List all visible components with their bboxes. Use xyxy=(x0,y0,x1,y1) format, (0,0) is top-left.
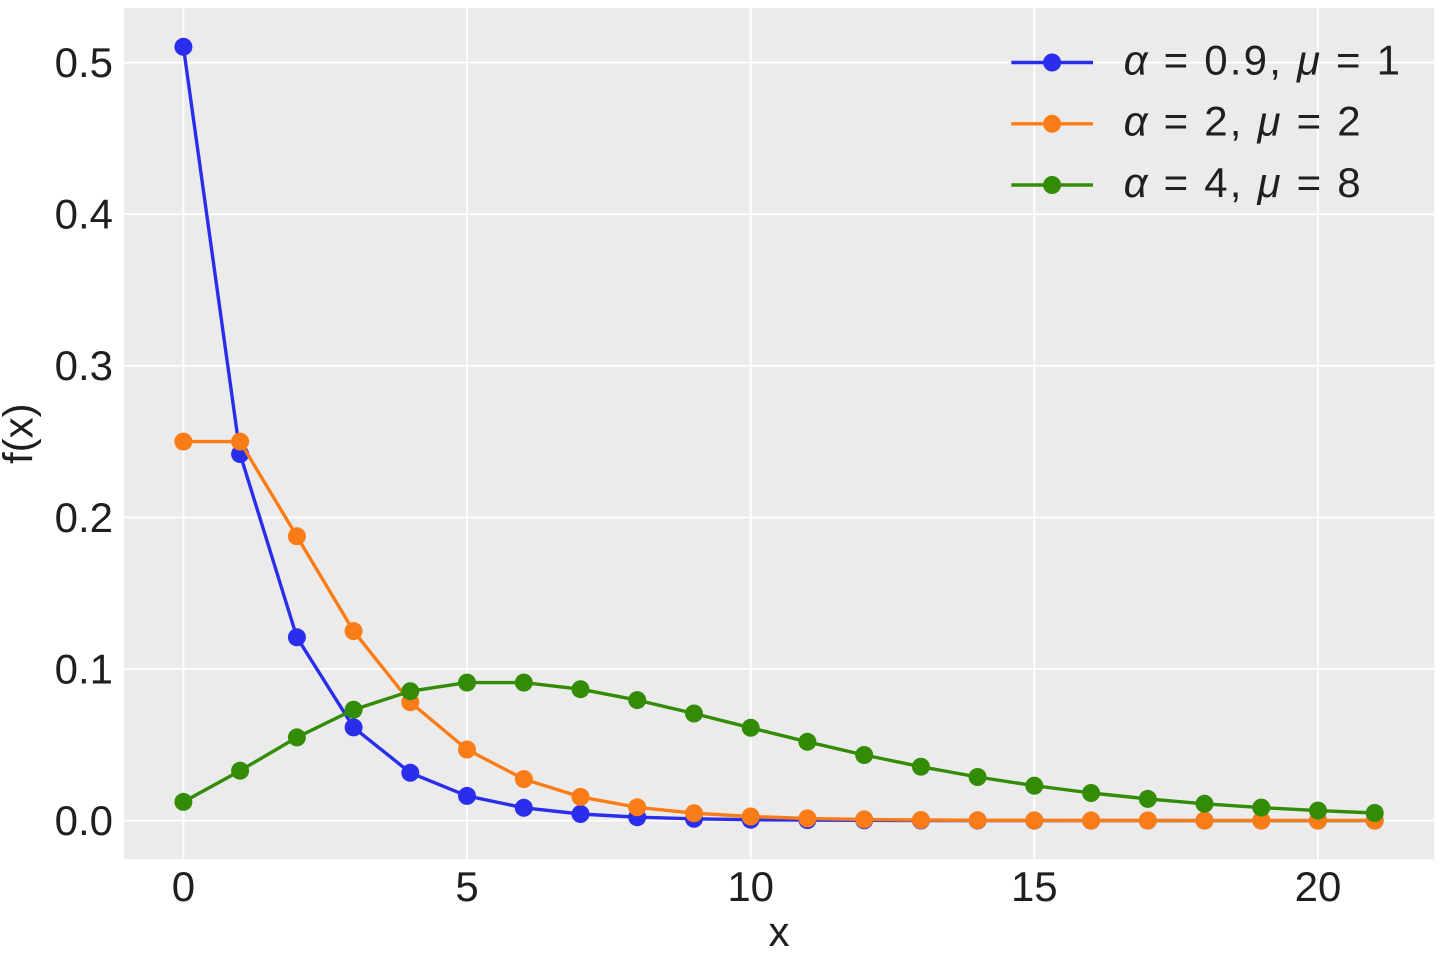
svg-text:5: 5 xyxy=(455,863,478,910)
svg-text:0.3: 0.3 xyxy=(55,342,113,389)
svg-text:0: 0 xyxy=(172,863,195,910)
svg-text:0.2: 0.2 xyxy=(55,494,113,541)
svg-text:0.4: 0.4 xyxy=(55,191,113,238)
svg-text:20: 20 xyxy=(1295,863,1342,910)
svg-text:α = 2, μ = 2: α = 2, μ = 2 xyxy=(1124,98,1363,145)
svg-text:α = 4, μ = 8: α = 4, μ = 8 xyxy=(1124,159,1363,206)
svg-text:15: 15 xyxy=(1011,863,1058,910)
svg-text:0.0: 0.0 xyxy=(55,797,113,844)
svg-text:0.5: 0.5 xyxy=(55,39,113,86)
svg-text:x: x xyxy=(769,908,790,955)
svg-text:0.1: 0.1 xyxy=(55,645,113,692)
svg-text:f(x): f(x) xyxy=(0,403,42,464)
svg-text:α = 0.9, μ = 1: α = 0.9, μ = 1 xyxy=(1124,36,1403,83)
svg-text:10: 10 xyxy=(727,863,774,910)
